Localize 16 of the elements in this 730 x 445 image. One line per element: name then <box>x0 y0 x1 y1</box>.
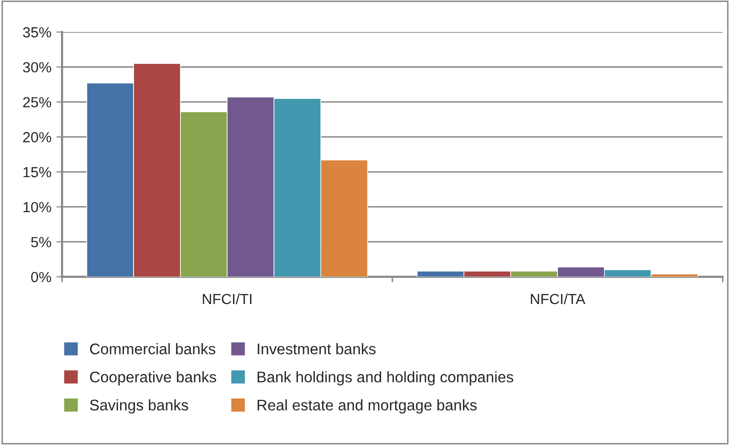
y-tick-label: 30% <box>23 62 52 72</box>
legend-label: Bank holdings and holding companies <box>258 371 514 386</box>
legend-label: Savings banks <box>90 399 188 414</box>
y-tick-label: 20% <box>23 132 52 142</box>
x-tick-label: NFCI/TI <box>202 293 252 304</box>
y-tick-label: 15% <box>24 167 52 178</box>
legend-label: Real estate and mortgage banks <box>258 399 477 414</box>
legend-label: Commercial banks <box>90 343 216 354</box>
x-tick-label: NFCI/TA <box>530 293 586 304</box>
y-tick-label: 25% <box>23 97 52 108</box>
y-tick-label: 35% <box>23 27 52 38</box>
y-tick-label: 5% <box>31 236 52 248</box>
legend-label: Cooperative banks <box>90 371 216 386</box>
y-tick-label: 10% <box>24 202 52 212</box>
legend-label: Investment banks <box>258 343 376 354</box>
y-tick-label: 0% <box>31 272 52 282</box>
